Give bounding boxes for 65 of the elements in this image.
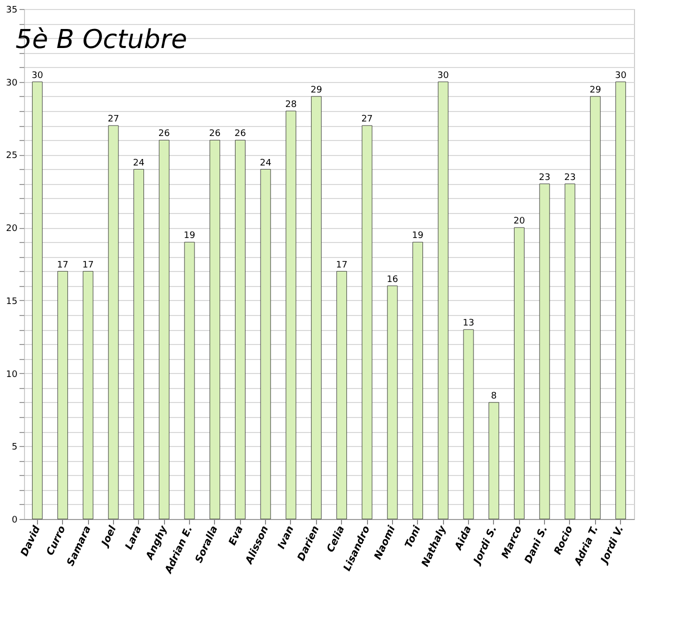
data-label: 19 [184,231,196,242]
x-tick-label: Ivan [276,524,296,551]
data-label: 29 [310,85,322,96]
x-tick-label: Jordi V. [598,524,626,567]
data-label: 24 [260,158,272,168]
bar [32,82,43,520]
data-label: 17 [336,260,348,270]
bar [158,140,170,520]
bar [134,169,144,520]
data-label: 17 [56,260,68,270]
y-tick-label: 30 [6,78,18,88]
y-tick-label: 35 [6,6,18,16]
bar [463,329,474,520]
x-tick-label: Celia [325,524,348,554]
bar [311,96,322,520]
y-tick-label: 10 [6,370,18,380]
bar [82,271,94,520]
data-label: 30 [614,70,627,81]
x-tick-label: Dani S. [523,524,550,566]
x-tick-label: Toni [404,524,424,550]
bar [387,286,398,520]
bar [57,271,68,520]
y-tick-label: 15 [6,296,18,307]
x-tick-label: Eva [227,524,246,548]
bar [488,402,500,520]
bar [514,227,524,520]
bar [438,82,448,520]
bar [260,169,271,520]
data-label: 30 [437,70,450,81]
data-label: 13 [462,318,474,329]
bar [286,110,296,520]
data-label: 27 [108,114,120,125]
data-label: 20 [514,216,526,227]
data-label: 17 [82,260,94,270]
data-label: 24 [133,158,145,168]
text: 5è B Octubre [16,25,188,55]
data-label: 26 [158,129,170,140]
bar [184,242,195,520]
data-label: 16 [386,274,398,285]
bar [234,140,246,520]
y-tick-label: 5 [12,442,18,453]
data-label: 26 [234,129,246,140]
bar [412,242,424,520]
data-label: 29 [590,85,602,96]
y-tick-label: 0 [12,516,18,526]
bar [590,96,601,520]
bar [210,140,220,520]
data-label: 23 [564,172,576,183]
bar [539,184,550,520]
data-label: 8 [491,391,497,402]
data-label: 23 [538,172,550,183]
data-label: 26 [209,129,221,140]
x-tick-label: Lara [124,524,144,552]
bar [108,125,119,520]
y-tick-label: 25 [6,151,18,162]
data-label: 28 [285,100,297,110]
bar [362,125,372,520]
x-tick-label: Joel [99,524,120,550]
bar [336,271,347,520]
y-tick-label: 20 [6,224,18,234]
bar [564,184,576,520]
data-label: 30 [32,70,44,81]
data-label: 19 [412,231,424,242]
data-label: 27 [361,114,373,125]
bar [615,82,626,520]
